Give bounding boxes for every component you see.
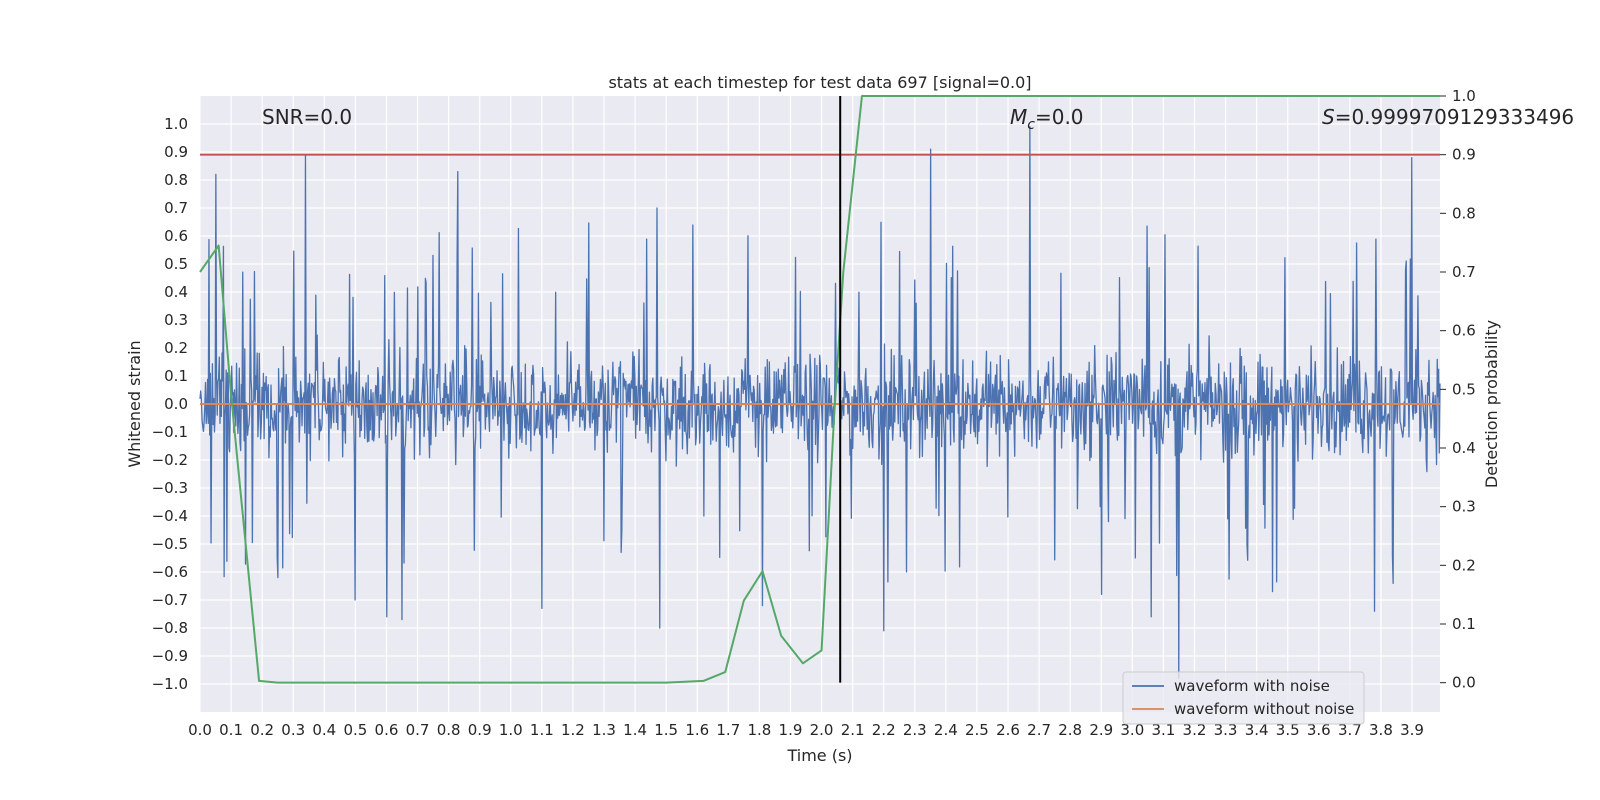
x-tick-label: 3.7 <box>1338 721 1362 739</box>
mc-subscript: c <box>1027 117 1035 133</box>
x-tick-label: 0.6 <box>375 721 399 739</box>
y2-tick-label: 0.5 <box>1452 380 1476 398</box>
legend-label-noise: waveform with noise <box>1174 677 1330 695</box>
y2-tick-label: 0.3 <box>1452 498 1476 516</box>
y-tick-label: 1.0 <box>164 115 188 133</box>
y-tick-label: −0.9 <box>152 647 188 665</box>
x-tick-label: 2.1 <box>841 721 865 739</box>
x-tick-label: 3.4 <box>1245 721 1269 739</box>
x-tick-label: 2.2 <box>872 721 896 739</box>
snr-annotation: SNR=0.0 <box>262 105 352 129</box>
chart-title: stats at each timestep for test data 697… <box>608 73 1031 92</box>
y-tick-label: 0.0 <box>164 395 188 413</box>
y-tick-label: −0.6 <box>152 563 188 581</box>
x-tick-label: 1.6 <box>685 721 709 739</box>
x-tick-label: 1.0 <box>499 721 523 739</box>
legend: waveform with noise waveform without noi… <box>1122 671 1365 725</box>
x-tick-label: 0.8 <box>437 721 461 739</box>
y-tick-labels: 1.0 0.9 0.8 0.7 0.6 0.5 0.4 0.3 0.2 0.1 0.0 −0.1 −0.… <box>152 115 188 693</box>
x-tick-label: 0.1 <box>219 721 243 739</box>
y2-tick-label: 0.1 <box>1452 615 1476 633</box>
y2-tick-label: 0.8 <box>1452 204 1476 222</box>
x-tick-labels: 0.0 0.1 0.2 0.3 0.4 0.5 0.6 0.7 0.8 0.9 1.0 1.1 1.2 1… <box>188 721 1424 739</box>
x-tick-label: 0.7 <box>406 721 430 739</box>
legend-box <box>1122 671 1365 725</box>
s-symbol: S <box>1322 105 1335 129</box>
y-tick-label: 0.4 <box>164 283 188 301</box>
y-tick-label: −0.3 <box>152 479 188 497</box>
x-tick-label: 3.8 <box>1369 721 1393 739</box>
y-tick-label: −0.7 <box>152 591 188 609</box>
x-tick-label: 1.3 <box>592 721 616 739</box>
y-tick-label: −1.0 <box>152 675 188 693</box>
x-tick-label: 3.5 <box>1276 721 1300 739</box>
x-tick-label: 2.8 <box>1058 721 1082 739</box>
x-tick-label: 1.9 <box>779 721 803 739</box>
y-tick-label: 0.3 <box>164 311 188 329</box>
s-value: =0.9999709129333496 <box>1335 105 1574 129</box>
x-tick-label: 0.0 <box>188 721 212 739</box>
y-tick-label: 0.6 <box>164 227 188 245</box>
mc-value: =0.0 <box>1035 105 1084 129</box>
y-tick-label: 0.2 <box>164 339 188 357</box>
y-tick-label: −0.4 <box>152 507 188 525</box>
detection-probability-line <box>199 95 1440 684</box>
x-tick-label: 2.5 <box>965 721 989 739</box>
y2-tick-label: 0.6 <box>1452 322 1476 340</box>
x-tick-label: 2.3 <box>903 721 927 739</box>
x-tick-label: 3.3 <box>1214 721 1238 739</box>
x-tick-label: 0.4 <box>312 721 336 739</box>
y-axis-label: Whitened strain <box>125 340 144 467</box>
x-tick-label: 1.1 <box>530 721 554 739</box>
x-tick-label: 3.2 <box>1183 721 1207 739</box>
y2-axis-label: Detection probability <box>1482 320 1501 488</box>
x-tick-label: 0.2 <box>250 721 274 739</box>
y-tick-label: 0.8 <box>164 171 188 189</box>
y-tick-label: 0.1 <box>164 367 188 385</box>
x-tick-label: 3.1 <box>1151 721 1175 739</box>
y-tick-label: −0.5 <box>152 535 188 553</box>
mc-annotation: Mc=0.0 <box>1010 105 1084 133</box>
legend-label-clean: waveform without noise <box>1174 700 1354 718</box>
x-tick-label: 2.4 <box>934 721 958 739</box>
x-tick-label: 3.9 <box>1400 721 1424 739</box>
x-tick-label: 1.5 <box>654 721 678 739</box>
x-axis-label: Time (s) <box>786 746 852 765</box>
y2-tick-label: 1.0 <box>1452 87 1476 105</box>
x-tick-label: 0.9 <box>468 721 492 739</box>
y2-tick-label: 0.9 <box>1452 146 1476 164</box>
x-tick-label: 1.2 <box>561 721 585 739</box>
y2-tick-label: 0.4 <box>1452 439 1476 457</box>
chart-marks <box>199 95 1440 684</box>
x-tick-label: 1.7 <box>716 721 740 739</box>
x-tick-label: 0.5 <box>343 721 367 739</box>
y-tick-label: −0.1 <box>152 423 188 441</box>
mc-symbol: M <box>1010 105 1027 129</box>
x-tick-label: 2.9 <box>1089 721 1113 739</box>
y2-tick-labels: 1.0 0.9 0.8 0.7 0.6 0.5 0.4 0.3 0.2 0.1 0.0 <box>1440 87 1476 692</box>
y2-tick-label: 0.0 <box>1452 674 1476 692</box>
x-tick-label: 0.3 <box>281 721 305 739</box>
y-tick-label: −0.8 <box>152 619 188 637</box>
y-tick-label: 0.5 <box>164 255 188 273</box>
y2-tick-label: 0.7 <box>1452 263 1476 281</box>
y2-tick-label: 0.2 <box>1452 556 1476 574</box>
y-tick-label: 0.7 <box>164 199 188 217</box>
x-tick-label: 3.6 <box>1307 721 1331 739</box>
x-tick-label: 2.6 <box>996 721 1020 739</box>
s-annotation: S=0.9999709129333496 <box>1322 105 1574 129</box>
x-tick-label: 1.4 <box>623 721 647 739</box>
x-tick-label: 2.7 <box>1027 721 1051 739</box>
x-tick-label: 2.0 <box>810 721 834 739</box>
x-tick-label: 1.8 <box>747 721 771 739</box>
x-tick-label: 3.0 <box>1120 721 1144 739</box>
y-tick-label: 0.9 <box>164 143 188 161</box>
y-tick-label: −0.2 <box>152 451 188 469</box>
